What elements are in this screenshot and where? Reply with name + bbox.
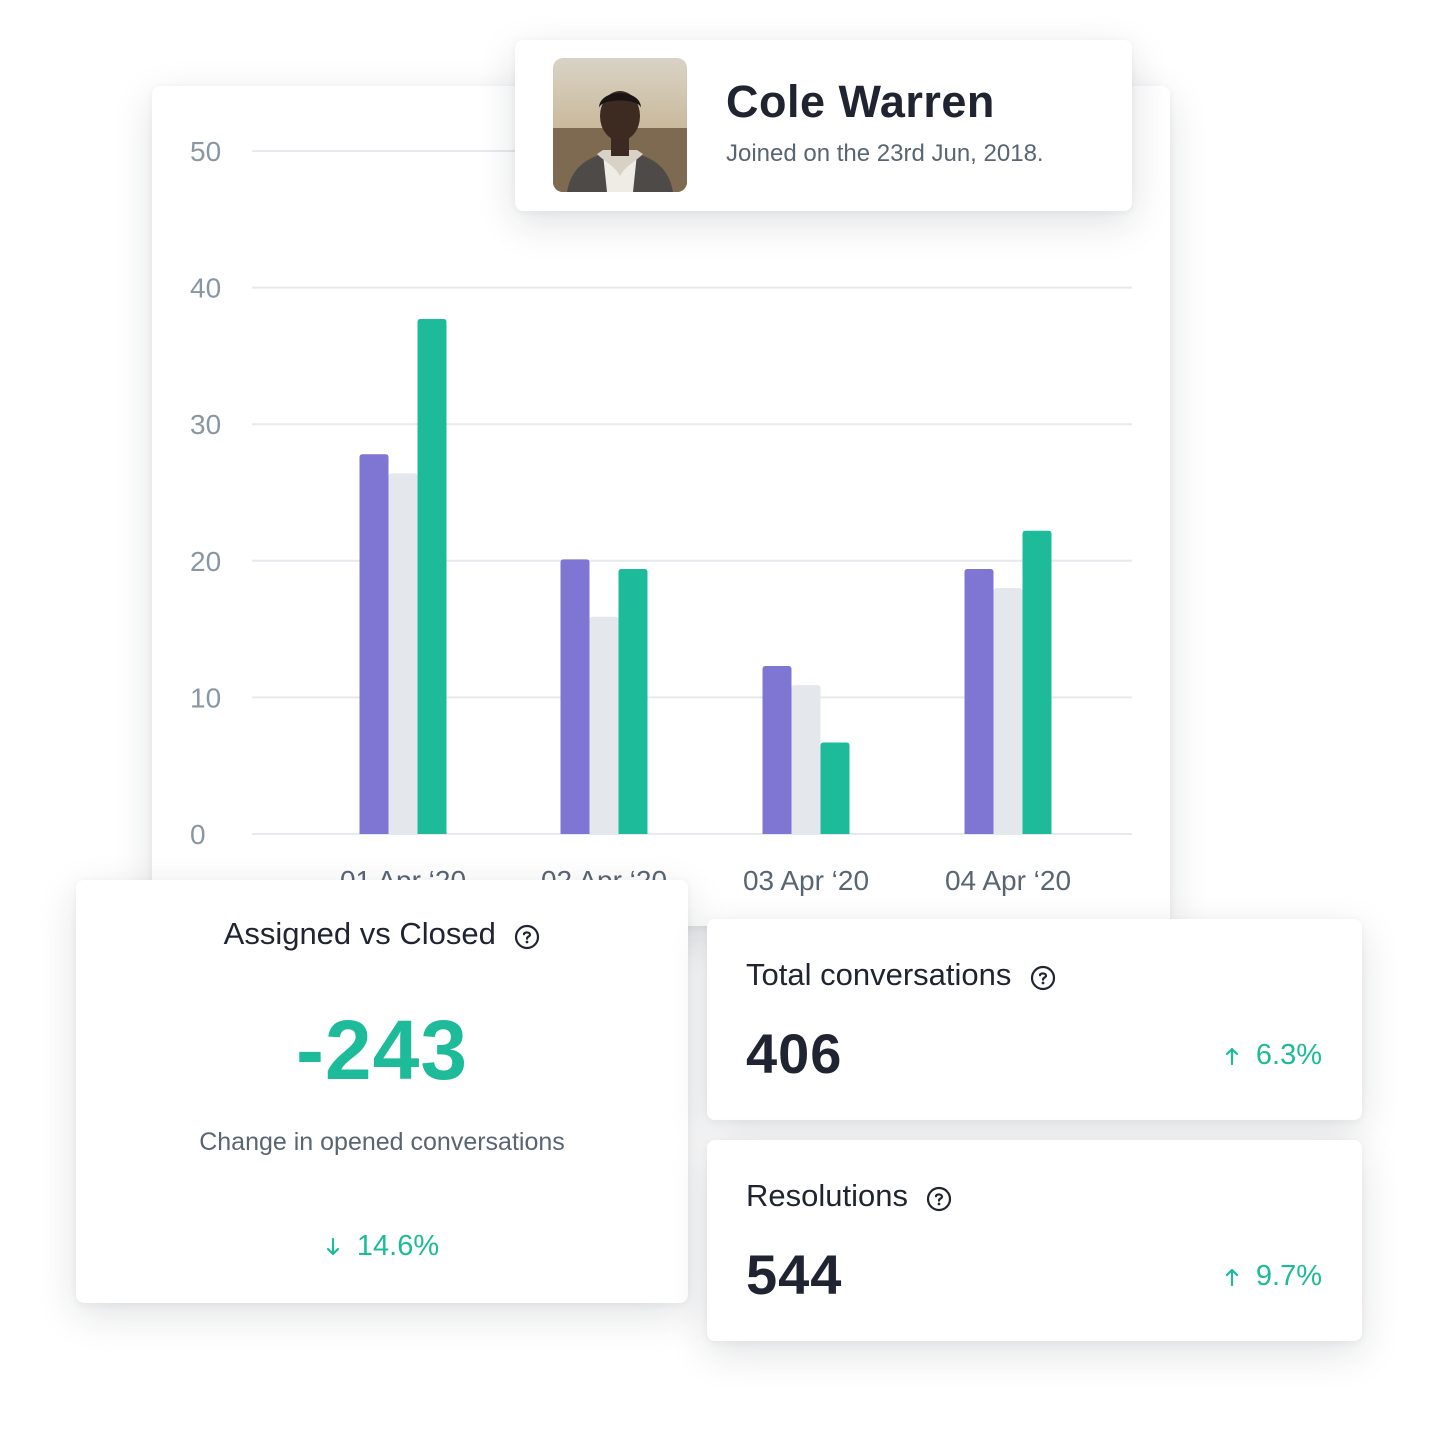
bar-chart-card: 0102030405001 Apr ‘2002 Apr ‘2003 Apr ‘2… xyxy=(152,86,1170,926)
profile-joined-date: Joined on the 23rd Jun, 2018. xyxy=(726,140,1044,167)
bar xyxy=(993,588,1023,834)
arrow-down-icon xyxy=(325,1230,357,1262)
bar xyxy=(589,616,619,834)
avatar xyxy=(553,58,687,192)
assigned-change-value: 14.6% xyxy=(356,1230,440,1262)
y-tick-label: 30 xyxy=(190,409,221,440)
x-tick-label: 03 Apr ‘20 xyxy=(743,865,869,896)
total-title-row: Total conversations xyxy=(746,957,1056,996)
resolutions-change-value: 9.7% xyxy=(1255,1260,1322,1292)
total-change: 6.3% xyxy=(1224,1039,1322,1072)
resolutions-card: Resolutions 544 9.7% xyxy=(707,1140,1362,1341)
profile-card: Cole Warren Joined on the 23rd Jun, 2018… xyxy=(515,40,1132,211)
assigned-title: Assigned vs Closed xyxy=(223,916,496,951)
arrow-up-icon xyxy=(1224,1039,1256,1071)
bar xyxy=(359,454,389,834)
bar-chart: 0102030405001 Apr ‘2002 Apr ‘2003 Apr ‘2… xyxy=(190,136,1132,896)
bar xyxy=(762,665,792,834)
y-tick-label: 40 xyxy=(190,273,221,304)
bar xyxy=(1022,530,1052,834)
resolutions-title-row: Resolutions xyxy=(746,1178,952,1217)
resolutions-change: 9.7% xyxy=(1224,1260,1322,1293)
y-tick-label: 50 xyxy=(190,136,221,167)
assigned-change: 14.6% xyxy=(76,1230,688,1263)
bar xyxy=(791,685,821,834)
assigned-subtitle: Change in opened conversations xyxy=(199,1128,565,1156)
resolutions-value: 544 xyxy=(746,1243,843,1306)
bar xyxy=(964,568,994,834)
help-icon[interactable] xyxy=(926,1186,952,1217)
x-tick-label: 04 Apr ‘20 xyxy=(945,865,1071,896)
total-change-value: 6.3% xyxy=(1255,1039,1322,1071)
assigned-value: -243 xyxy=(295,1003,469,1097)
total-title: Total conversations xyxy=(746,957,1012,992)
y-tick-label: 20 xyxy=(190,546,221,577)
assigned-title-row: Assigned vs Closed xyxy=(76,916,688,955)
arrow-up-icon xyxy=(1224,1260,1256,1292)
bar xyxy=(618,568,648,834)
bar xyxy=(417,319,447,834)
help-icon[interactable] xyxy=(514,924,540,955)
assigned-vs-closed-card: Assigned vs Closed -243 Change in opened… xyxy=(76,880,688,1303)
y-tick-label: 0 xyxy=(190,819,206,850)
bar xyxy=(560,559,590,834)
total-conversations-card: Total conversations 406 6.3% xyxy=(707,919,1362,1120)
resolutions-title: Resolutions xyxy=(746,1178,908,1213)
bar xyxy=(388,473,418,834)
help-icon[interactable] xyxy=(1030,965,1056,996)
total-value: 406 xyxy=(746,1022,843,1085)
y-tick-label: 10 xyxy=(190,682,221,713)
bar xyxy=(820,742,850,834)
profile-name: Cole Warren xyxy=(726,76,995,127)
